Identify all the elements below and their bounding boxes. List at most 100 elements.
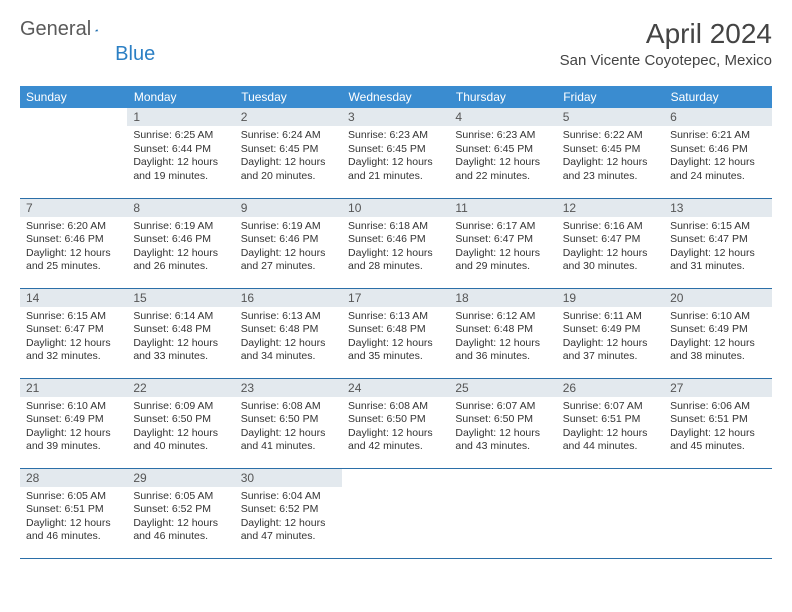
sunset-text: Sunset: 6:47 PM	[670, 233, 765, 247]
day-number: 21	[20, 379, 127, 397]
calendar-day-cell: 13Sunrise: 6:15 AMSunset: 6:47 PMDayligh…	[664, 198, 771, 288]
calendar-week-row: 14Sunrise: 6:15 AMSunset: 6:47 PMDayligh…	[20, 288, 772, 378]
day-content: Sunrise: 6:19 AMSunset: 6:46 PMDaylight:…	[127, 217, 234, 279]
sunset-text: Sunset: 6:47 PM	[26, 323, 121, 337]
day-number: 29	[127, 469, 234, 487]
sunrise-text: Sunrise: 6:24 AM	[241, 129, 336, 143]
calendar-day-cell: 15Sunrise: 6:14 AMSunset: 6:48 PMDayligh…	[127, 288, 234, 378]
day-content: Sunrise: 6:08 AMSunset: 6:50 PMDaylight:…	[342, 397, 449, 459]
sunset-text: Sunset: 6:50 PM	[133, 413, 228, 427]
day-number: 6	[664, 108, 771, 126]
sunrise-text: Sunrise: 6:13 AM	[241, 310, 336, 324]
daylight-text: Daylight: 12 hours and 29 minutes.	[455, 247, 550, 274]
day-number	[449, 469, 556, 487]
daylight-text: Daylight: 12 hours and 23 minutes.	[563, 156, 658, 183]
daylight-text: Daylight: 12 hours and 33 minutes.	[133, 337, 228, 364]
day-number	[557, 469, 664, 487]
day-header: Tuesday	[235, 86, 342, 108]
calendar-day-cell: 26Sunrise: 6:07 AMSunset: 6:51 PMDayligh…	[557, 378, 664, 468]
calendar-day-cell: 14Sunrise: 6:15 AMSunset: 6:47 PMDayligh…	[20, 288, 127, 378]
day-number: 27	[664, 379, 771, 397]
day-number: 10	[342, 199, 449, 217]
day-number	[20, 108, 127, 126]
day-number: 17	[342, 289, 449, 307]
day-number: 2	[235, 108, 342, 126]
sunrise-text: Sunrise: 6:16 AM	[563, 220, 658, 234]
daylight-text: Daylight: 12 hours and 28 minutes.	[348, 247, 443, 274]
daylight-text: Daylight: 12 hours and 32 minutes.	[26, 337, 121, 364]
calendar-day-cell	[342, 468, 449, 558]
calendar-day-cell: 28Sunrise: 6:05 AMSunset: 6:51 PMDayligh…	[20, 468, 127, 558]
sunset-text: Sunset: 6:46 PM	[241, 233, 336, 247]
daylight-text: Daylight: 12 hours and 19 minutes.	[133, 156, 228, 183]
sunset-text: Sunset: 6:49 PM	[670, 323, 765, 337]
day-header: Thursday	[449, 86, 556, 108]
day-content: Sunrise: 6:04 AMSunset: 6:52 PMDaylight:…	[235, 487, 342, 549]
daylight-text: Daylight: 12 hours and 44 minutes.	[563, 427, 658, 454]
sunset-text: Sunset: 6:48 PM	[133, 323, 228, 337]
calendar-day-cell: 9Sunrise: 6:19 AMSunset: 6:46 PMDaylight…	[235, 198, 342, 288]
sunset-text: Sunset: 6:52 PM	[133, 503, 228, 517]
sunrise-text: Sunrise: 6:04 AM	[241, 490, 336, 504]
day-content: Sunrise: 6:13 AMSunset: 6:48 PMDaylight:…	[235, 307, 342, 369]
sunrise-text: Sunrise: 6:10 AM	[26, 400, 121, 414]
day-number: 30	[235, 469, 342, 487]
sunrise-text: Sunrise: 6:08 AM	[348, 400, 443, 414]
day-header: Sunday	[20, 86, 127, 108]
month-title: April 2024	[560, 18, 772, 50]
day-number: 13	[664, 199, 771, 217]
daylight-text: Daylight: 12 hours and 21 minutes.	[348, 156, 443, 183]
calendar-day-cell: 5Sunrise: 6:22 AMSunset: 6:45 PMDaylight…	[557, 108, 664, 198]
calendar-day-cell: 27Sunrise: 6:06 AMSunset: 6:51 PMDayligh…	[664, 378, 771, 468]
location-text: San Vicente Coyotepec, Mexico	[560, 52, 772, 69]
calendar-day-cell: 10Sunrise: 6:18 AMSunset: 6:46 PMDayligh…	[342, 198, 449, 288]
calendar-day-cell: 21Sunrise: 6:10 AMSunset: 6:49 PMDayligh…	[20, 378, 127, 468]
sunset-text: Sunset: 6:49 PM	[563, 323, 658, 337]
daylight-text: Daylight: 12 hours and 37 minutes.	[563, 337, 658, 364]
calendar-header-row: SundayMondayTuesdayWednesdayThursdayFrid…	[20, 86, 772, 108]
daylight-text: Daylight: 12 hours and 42 minutes.	[348, 427, 443, 454]
day-number: 25	[449, 379, 556, 397]
sunrise-text: Sunrise: 6:05 AM	[26, 490, 121, 504]
sunset-text: Sunset: 6:51 PM	[563, 413, 658, 427]
day-content: Sunrise: 6:07 AMSunset: 6:50 PMDaylight:…	[449, 397, 556, 459]
day-header: Wednesday	[342, 86, 449, 108]
daylight-text: Daylight: 12 hours and 40 minutes.	[133, 427, 228, 454]
logo-text-gray: General	[20, 18, 91, 41]
day-number: 5	[557, 108, 664, 126]
day-content: Sunrise: 6:05 AMSunset: 6:52 PMDaylight:…	[127, 487, 234, 549]
day-content: Sunrise: 6:25 AMSunset: 6:44 PMDaylight:…	[127, 126, 234, 188]
daylight-text: Daylight: 12 hours and 24 minutes.	[670, 156, 765, 183]
day-content: Sunrise: 6:22 AMSunset: 6:45 PMDaylight:…	[557, 126, 664, 188]
day-number: 26	[557, 379, 664, 397]
daylight-text: Daylight: 12 hours and 47 minutes.	[241, 517, 336, 544]
day-content: Sunrise: 6:19 AMSunset: 6:46 PMDaylight:…	[235, 217, 342, 279]
sunset-text: Sunset: 6:46 PM	[348, 233, 443, 247]
sunset-text: Sunset: 6:47 PM	[563, 233, 658, 247]
calendar-day-cell	[557, 468, 664, 558]
sunset-text: Sunset: 6:46 PM	[26, 233, 121, 247]
sunrise-text: Sunrise: 6:15 AM	[670, 220, 765, 234]
sunrise-text: Sunrise: 6:22 AM	[563, 129, 658, 143]
calendar-day-cell	[20, 108, 127, 198]
daylight-text: Daylight: 12 hours and 34 minutes.	[241, 337, 336, 364]
day-content: Sunrise: 6:06 AMSunset: 6:51 PMDaylight:…	[664, 397, 771, 459]
calendar-day-cell: 20Sunrise: 6:10 AMSunset: 6:49 PMDayligh…	[664, 288, 771, 378]
day-number: 19	[557, 289, 664, 307]
sunset-text: Sunset: 6:48 PM	[241, 323, 336, 337]
calendar-day-cell: 16Sunrise: 6:13 AMSunset: 6:48 PMDayligh…	[235, 288, 342, 378]
sunrise-text: Sunrise: 6:17 AM	[455, 220, 550, 234]
daylight-text: Daylight: 12 hours and 36 minutes.	[455, 337, 550, 364]
calendar-day-cell: 7Sunrise: 6:20 AMSunset: 6:46 PMDaylight…	[20, 198, 127, 288]
day-content: Sunrise: 6:24 AMSunset: 6:45 PMDaylight:…	[235, 126, 342, 188]
calendar-day-cell: 18Sunrise: 6:12 AMSunset: 6:48 PMDayligh…	[449, 288, 556, 378]
sunset-text: Sunset: 6:46 PM	[670, 143, 765, 157]
logo: General	[20, 18, 119, 41]
sunset-text: Sunset: 6:50 PM	[241, 413, 336, 427]
daylight-text: Daylight: 12 hours and 22 minutes.	[455, 156, 550, 183]
sunset-text: Sunset: 6:46 PM	[133, 233, 228, 247]
logo-text-blue: Blue	[115, 43, 155, 66]
calendar-day-cell: 4Sunrise: 6:23 AMSunset: 6:45 PMDaylight…	[449, 108, 556, 198]
sunrise-text: Sunrise: 6:15 AM	[26, 310, 121, 324]
daylight-text: Daylight: 12 hours and 41 minutes.	[241, 427, 336, 454]
